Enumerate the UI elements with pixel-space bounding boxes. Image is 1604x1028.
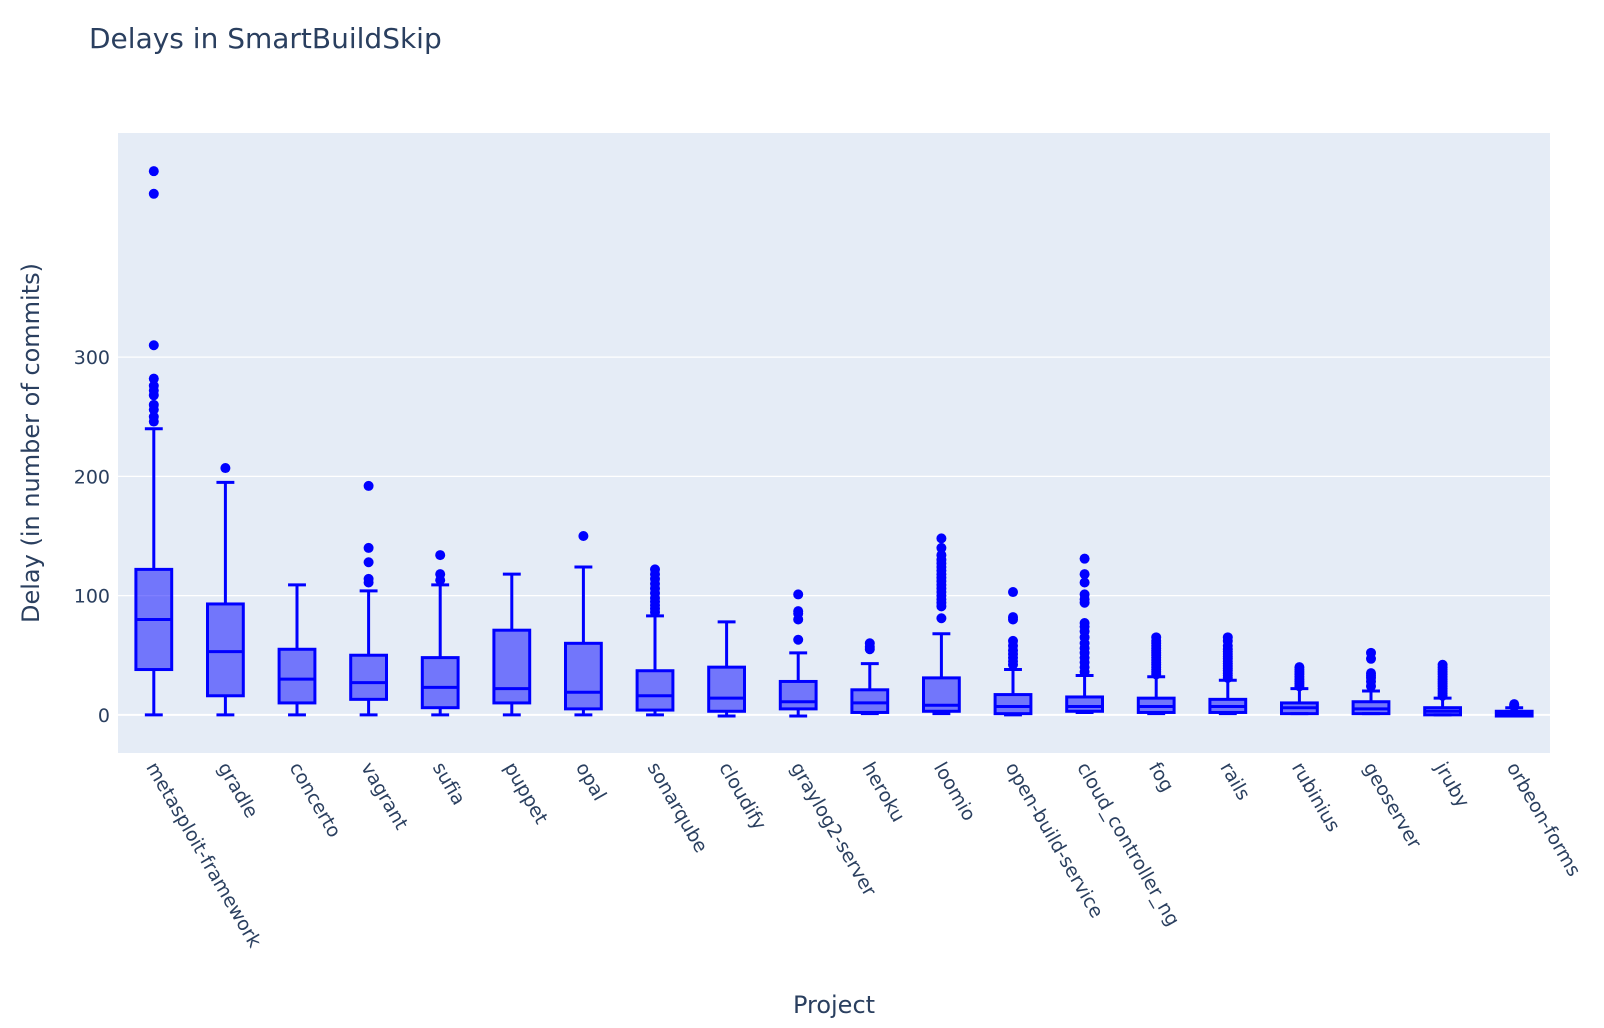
x-tick-label: geoserver [1359,759,1426,853]
x-tick-label: orbeon-forms [1502,759,1585,881]
outlier-point [1008,635,1018,646]
outlier-point [363,573,374,584]
box-sufia [420,550,460,717]
outlier-point [1294,662,1305,673]
iqr-box [564,641,603,711]
iqr-box [277,647,317,705]
outlier-point [578,531,589,541]
outlier-point [864,638,875,649]
outlier-point [1366,668,1376,679]
box-orbeon-forms [1494,699,1534,718]
box-sonarqube [635,564,675,717]
iqr-box [206,602,245,698]
iqr-box [778,679,818,711]
outlier-point [936,550,947,561]
outlier-point [793,589,804,600]
outlier-point [220,463,231,474]
y-tick-labels: 0 100 200 300 [74,347,110,727]
x-tick-label: rails [1215,759,1254,805]
outlier-point [1008,587,1018,598]
x-tick-label: gradle [213,759,262,822]
outlier-point [363,480,374,491]
box-vagrant [349,480,389,717]
iqr-box [1065,695,1104,713]
iqr-box [993,693,1033,716]
outlier-point [1437,659,1448,670]
iqr-box [850,688,890,714]
box-graylog2-server [778,589,818,718]
plot-background [118,133,1550,753]
y-tick-label: 200 [74,466,110,488]
outlier-point [1366,647,1376,658]
x-tick-label: rubinius [1287,759,1344,836]
iqr-box [420,656,460,710]
y-axis-title: Delay (in number of commits) [17,263,45,623]
outlier-point [1151,632,1162,643]
x-tick-label: heroku [857,759,909,826]
outlier-point [148,340,159,351]
box-heroku [850,638,890,716]
outlier-point [793,606,804,617]
box-geoserver [1351,647,1391,716]
iqr-box [707,665,747,713]
box-fog [1136,632,1176,716]
x-tick-label: opal [571,759,610,805]
outlier-point [148,166,159,177]
box-gradle [206,463,245,717]
box-puppet [492,572,532,717]
x-axis-title: Project [793,991,875,1019]
x-tick-label: jruby [1430,758,1474,812]
outlier-point [148,373,159,384]
x-tick-label: concerto [285,759,346,842]
iqr-box [635,669,675,712]
box-loomio [922,533,961,716]
outlier-point [936,613,947,624]
box-cloud_controller_ng [1065,553,1104,714]
outlier-point [148,411,159,422]
outlier-point [1079,618,1090,629]
y-tick-label: 0 [98,705,110,727]
box-jruby [1423,659,1462,717]
outlier-point [936,542,947,553]
box-open-build-service [993,587,1033,717]
iqr-box [492,628,532,705]
boxes [134,166,1534,718]
x-tick-label: vagrant [356,759,412,834]
box-concerto [277,583,317,717]
box-opal [564,531,603,717]
outlier-point [435,550,446,561]
outlier-point [148,399,159,410]
outlier-point [1222,632,1233,643]
x-tick-label: fog [1144,759,1178,796]
outlier-point [1079,569,1090,580]
outlier-point [1079,553,1090,564]
outlier-point [650,564,660,575]
outlier-point [363,542,374,553]
box-rubinius [1280,662,1319,716]
x-tick-label: loomio [929,759,980,825]
outlier-point [1079,577,1090,588]
outlier-point [435,569,446,580]
x-tick-label: cloudify [714,759,770,834]
outlier-point [793,634,804,645]
y-tick-label: 300 [74,347,110,369]
chart-title: Delays in SmartBuildSkip [89,22,442,55]
outlier-point [1509,699,1520,710]
outlier-point [1079,589,1090,600]
outlier-point [936,533,947,544]
x-tick-label: sonarqube [643,759,712,857]
x-tick-label: sufia [428,759,470,809]
outlier-point [1008,612,1018,623]
y-tick-label: 100 [74,586,110,608]
box-rails [1208,632,1248,716]
outlier-point [148,188,159,199]
outlier-point [148,380,159,391]
iqr-box [349,653,389,701]
box-metasploit-framework [134,166,174,717]
outlier-point [363,557,374,568]
x-tick-label: puppet [499,759,552,828]
box-cloudify [707,620,747,718]
